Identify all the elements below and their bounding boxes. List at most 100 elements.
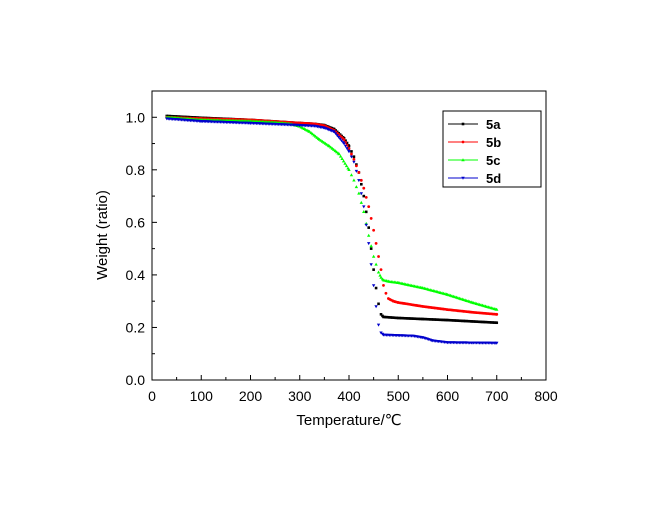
data-point	[337, 152, 341, 156]
data-point	[374, 241, 378, 245]
legend: 5a 5b 5c 5d	[442, 110, 542, 188]
data-point	[402, 316, 406, 320]
data-point	[367, 205, 371, 209]
data-point	[347, 168, 351, 172]
data-point	[431, 318, 435, 321]
data-point	[382, 315, 385, 319]
data-point	[354, 185, 359, 189]
data-point	[479, 320, 483, 324]
x-axis-ticks: 0 100 200 300 400 500 600 700 800	[148, 375, 558, 404]
data-point	[371, 284, 376, 288]
data-point	[465, 319, 469, 323]
data-point	[488, 321, 492, 324]
data-point	[347, 150, 351, 154]
data-point	[369, 263, 373, 267]
data-point	[332, 130, 336, 134]
data-point	[362, 194, 366, 198]
data-point	[449, 318, 452, 322]
data-point	[336, 135, 341, 139]
data-point	[433, 318, 436, 321]
data-point	[347, 144, 351, 148]
data-point	[333, 149, 337, 153]
data-point	[442, 318, 445, 322]
data-point	[417, 317, 421, 321]
data-point	[389, 316, 393, 319]
data-point	[364, 223, 368, 227]
data-point	[423, 317, 426, 321]
data-point	[357, 179, 361, 183]
data-point	[472, 320, 475, 323]
data-point	[439, 318, 442, 322]
data-point	[374, 262, 378, 266]
data-point	[345, 141, 349, 145]
data-point	[349, 155, 354, 159]
data-point	[352, 157, 356, 161]
y-tick-label: 0.6	[126, 214, 146, 230]
data-point	[491, 321, 495, 324]
data-point	[369, 244, 373, 248]
data-point	[382, 284, 385, 287]
data-point	[463, 319, 467, 323]
data-point	[340, 156, 344, 160]
data-point	[413, 317, 416, 320]
data-point	[411, 317, 415, 320]
data-point	[436, 318, 439, 321]
data-point	[388, 316, 391, 319]
data-point	[453, 319, 457, 322]
data-point	[341, 159, 346, 163]
data-point	[362, 186, 366, 190]
data-point	[309, 131, 313, 135]
data-point	[379, 268, 383, 272]
data-point	[424, 317, 428, 321]
data-point	[495, 341, 499, 345]
data-point	[421, 317, 425, 321]
x-tick-label: 500	[387, 388, 411, 404]
data-point	[434, 318, 438, 321]
y-axis-label: Weight (ratio)	[94, 190, 111, 280]
data-point	[468, 319, 471, 323]
data-point	[427, 317, 431, 321]
y-tick-label: 0.8	[126, 162, 146, 178]
data-point	[359, 192, 364, 196]
x-tick-label: 700	[485, 388, 509, 404]
data-point	[334, 150, 339, 154]
data-point	[329, 145, 333, 149]
y-axis-ticks: 0.0 0.2 0.4 0.6 0.8 1.0	[126, 109, 157, 388]
data-point	[482, 320, 486, 324]
data-point	[362, 205, 366, 209]
data-point	[396, 316, 400, 320]
data-point	[495, 321, 499, 325]
data-point	[386, 315, 390, 319]
data-point	[447, 318, 451, 322]
data-point	[452, 319, 455, 322]
data-point	[342, 138, 346, 142]
data-point	[393, 316, 397, 320]
data-point	[401, 316, 404, 320]
data-point	[437, 318, 441, 322]
data-point	[359, 200, 364, 204]
data-point	[367, 242, 371, 246]
x-tick-label: 300	[288, 388, 312, 404]
data-point	[385, 315, 388, 319]
data-point	[440, 318, 444, 322]
data-point	[473, 320, 477, 323]
legend-marker-5a	[461, 122, 465, 126]
data-point	[399, 316, 403, 320]
data-point	[476, 320, 480, 324]
x-tick-label: 0	[148, 388, 156, 404]
data-point	[398, 316, 402, 320]
data-point	[495, 312, 499, 316]
data-point	[364, 196, 368, 199]
data-point	[345, 147, 349, 151]
data-point	[362, 210, 366, 214]
y-tick-label: 0.0	[126, 372, 146, 388]
x-tick-label: 400	[337, 388, 361, 404]
data-point	[430, 318, 434, 321]
data-point	[466, 319, 470, 323]
y-tick-label: 0.4	[126, 267, 146, 283]
data-point	[352, 155, 356, 158]
data-point	[416, 317, 419, 321]
data-point	[354, 169, 359, 173]
data-point	[404, 317, 407, 320]
